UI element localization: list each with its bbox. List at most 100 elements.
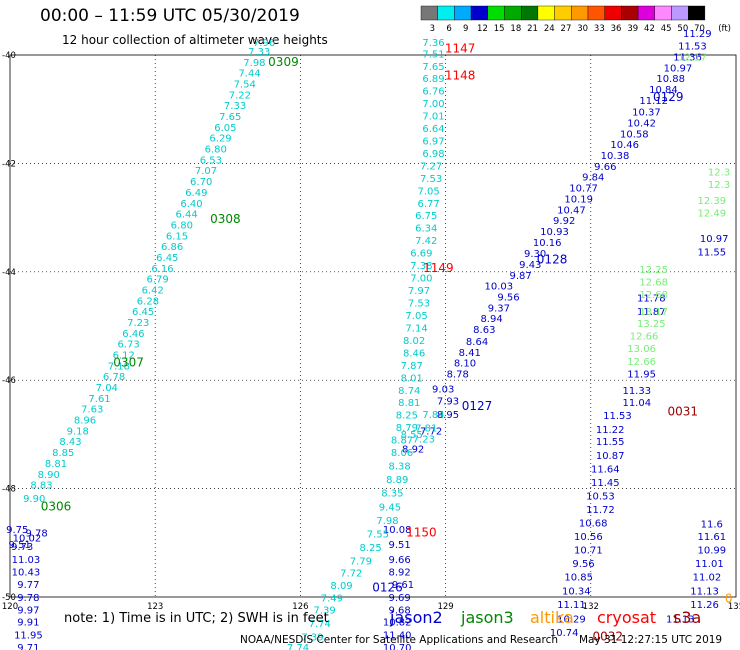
- jason3-data-label: 7.42: [415, 236, 437, 247]
- x-tick-label: 123: [147, 602, 163, 612]
- jason3-data-label: 6.28: [137, 296, 159, 307]
- jason2-data-label: 8.92: [402, 444, 424, 455]
- s3a-data-label: 12.17: [678, 52, 707, 63]
- jason2-data-label: 10.43: [12, 567, 41, 578]
- jason3-data-label: 6.64: [422, 124, 444, 135]
- jason3-data-label: 7.27: [420, 161, 442, 172]
- jason2-data-label: 10.02: [13, 534, 42, 545]
- jason2-data-label: 11.12: [639, 96, 668, 107]
- s3a-data-label: 12.68: [639, 290, 668, 301]
- jason3-data-label: 6.79: [146, 275, 168, 286]
- jason3-data-label: 7.97: [408, 286, 430, 297]
- jason2-data-label: 8.94: [480, 314, 502, 325]
- legend-cryosat: cryosat: [597, 608, 657, 627]
- jason3-data-label: 8.25: [396, 411, 418, 422]
- legend-jason3: jason3: [461, 608, 514, 627]
- colorbar-label: 70: [694, 24, 705, 34]
- jason2-data-label: 8.10: [454, 359, 476, 370]
- jason3-data-label: 8.02: [403, 336, 425, 347]
- jason3-data-label: 8.55: [401, 430, 423, 441]
- jason3-data-label: 7.14: [405, 323, 427, 334]
- pass-label: 0129: [653, 90, 684, 104]
- jason2-data-label: 11.33: [622, 386, 651, 397]
- colorbar-swatch: [671, 5, 689, 21]
- colorbar-label: 15: [494, 24, 505, 34]
- jason3-data-label: 8.83: [30, 481, 52, 492]
- jason3-data-label: 7.23: [127, 318, 149, 329]
- footer-credit: NOAA/NESDIS Center for Satellite Applica…: [240, 634, 558, 646]
- legend-jason2: jason2: [390, 608, 443, 627]
- pass-label: 0308: [210, 212, 241, 226]
- jason2-data-label: 10.77: [569, 184, 598, 195]
- pass-label: 0309: [268, 55, 299, 69]
- jason3-data-label: 8.85: [52, 448, 74, 459]
- y-tick-label: -42: [2, 159, 16, 169]
- jason3-data-label: 9.45: [379, 502, 401, 513]
- jason3-data-label: 7.18: [108, 361, 130, 372]
- pass-label: 0306: [41, 499, 72, 513]
- jason2-data-label: 9.84: [582, 173, 604, 184]
- pass-label: 1148: [445, 68, 476, 82]
- jason3-data-label: 7.96: [253, 38, 275, 49]
- colorbar-unit: (ft): [718, 24, 731, 34]
- jason3-data-label: 7.84: [422, 410, 444, 421]
- colorbar-label: 24: [544, 24, 555, 34]
- jason2-data-label: 11.36: [673, 52, 702, 63]
- legend-s3a: s3a: [673, 608, 702, 627]
- pass-label: 0126: [372, 581, 403, 595]
- jason2-data-label: 9.66: [594, 162, 616, 173]
- s3a-data-label: 12.25: [639, 265, 668, 276]
- jason3-data-label: 6.86: [161, 242, 183, 253]
- jason3-data-label: 7.36: [422, 38, 444, 49]
- jason2-data-label: 11.72: [586, 505, 615, 516]
- jason3-data-label: 6.16: [151, 264, 173, 275]
- chart-subtitle: 12 hour collection of altimeter wave hei…: [62, 33, 328, 47]
- s3a-data-label: 12.3: [708, 180, 730, 191]
- jason3-data-label: 6.15: [166, 231, 188, 242]
- x-tick-label: 126: [292, 602, 308, 612]
- y-tick-label: -44: [2, 268, 16, 278]
- jason2-data-label: 9.87: [509, 271, 531, 282]
- jason3-data-label: 6.80: [205, 145, 227, 156]
- jason3-data-label: 7.44: [238, 69, 260, 80]
- jason2-data-label: 9.03: [432, 385, 454, 396]
- jason3-data-label: 8.35: [381, 489, 403, 500]
- jason3-data-label: 8.43: [59, 437, 81, 448]
- colorbar-label: 12: [477, 24, 488, 34]
- jason3-data-label: 7.39: [301, 632, 323, 643]
- jason3-data-label: 7.00: [422, 99, 444, 110]
- jason2-data-label: 11.95: [627, 369, 656, 380]
- jason3-data-label: 6.34: [415, 224, 437, 235]
- jason3-data-label: 6.78: [103, 372, 125, 383]
- jason3-data-label: 6.97: [422, 136, 444, 147]
- jason3-data-label: 8.81: [398, 398, 420, 409]
- jason3-data-label: 6.42: [142, 285, 164, 296]
- jason3-data-label: 8.01: [401, 373, 423, 384]
- jason3-data-label: 8.74: [398, 386, 420, 397]
- x-tick-label: 132: [583, 602, 599, 612]
- jason3-data-label: 7.53: [408, 298, 430, 309]
- jason3-data-label: 7.01: [422, 111, 444, 122]
- jason3-data-label: 6.69: [410, 249, 432, 260]
- jason3-data-label: 6.29: [209, 134, 231, 145]
- jason3-data-label: 6.53: [200, 155, 222, 166]
- jason2-data-label: 10.84: [649, 85, 678, 96]
- colorbar-swatch: [470, 5, 489, 21]
- jason3-data-label: 7.23: [413, 435, 435, 446]
- s3a-data-label: 12.3: [708, 167, 730, 178]
- jason2-data-label: 10.88: [656, 74, 685, 85]
- jason3-data-label: 7.65: [219, 112, 241, 123]
- jason3-data-label: 7.53: [420, 174, 442, 185]
- jason3-data-label: 8.90: [38, 470, 60, 481]
- jason2-data-label: 10.08: [383, 525, 412, 536]
- jason3-data-label: 6.40: [180, 199, 202, 210]
- colorbar-swatch: [654, 5, 672, 21]
- pass-label: 0: [725, 591, 733, 605]
- jason2-data-label: 11.95: [14, 631, 43, 642]
- jason2-data-label: 10.99: [697, 546, 726, 557]
- y-tick-label: -50: [2, 593, 16, 603]
- jason3-data-label: 8.06: [391, 448, 413, 459]
- pass-label: 0032: [592, 629, 623, 643]
- jason2-data-label: 8.63: [473, 325, 495, 336]
- jason3-data-label: 8.79: [396, 423, 418, 434]
